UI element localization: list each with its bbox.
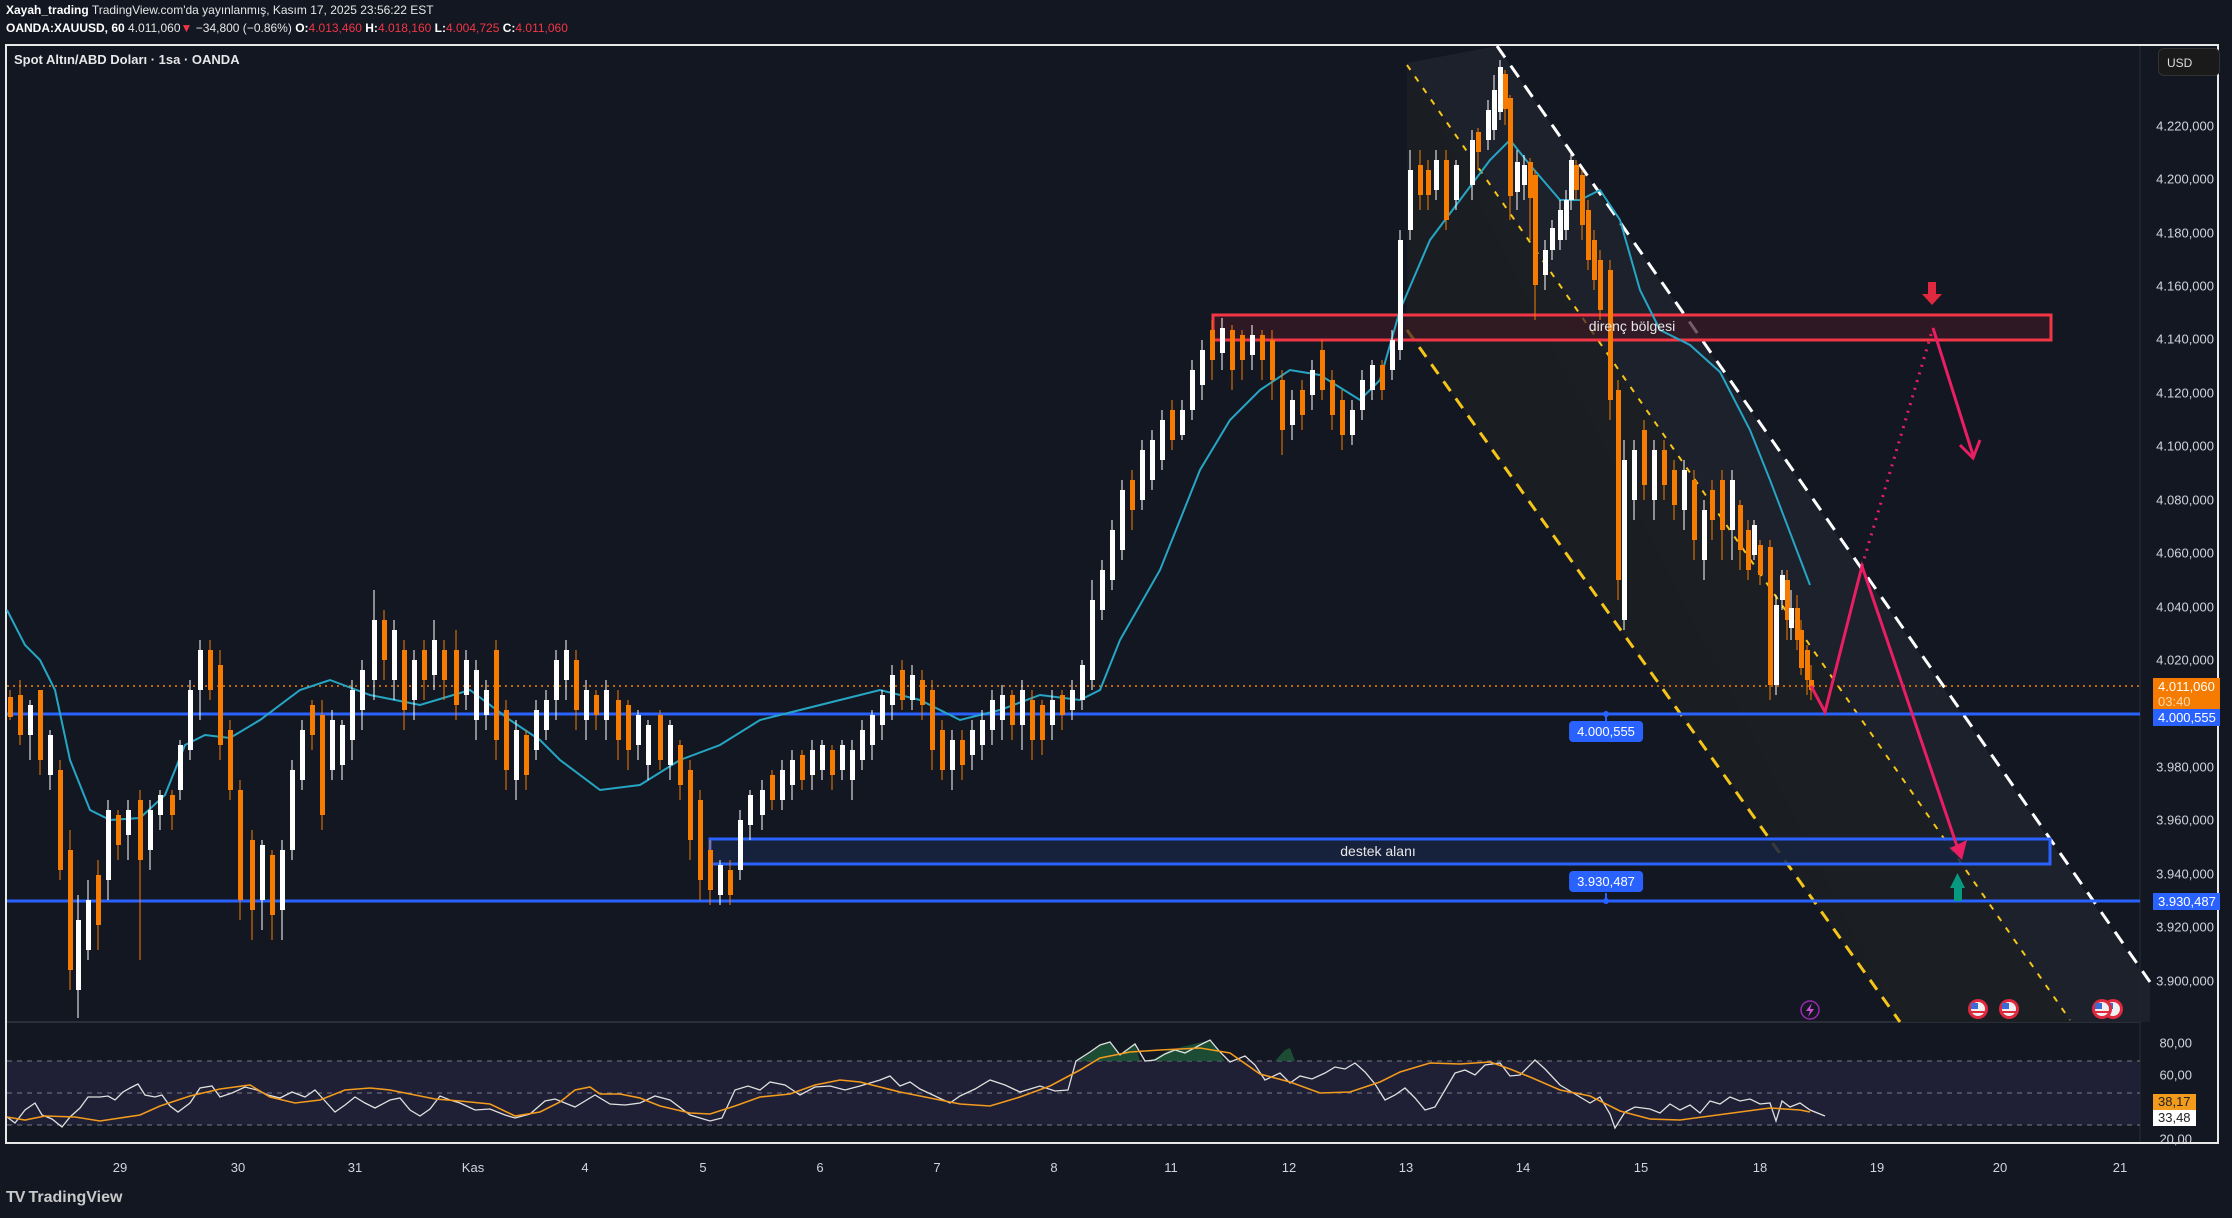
price-tick: 3.900,000 [2156, 973, 2214, 989]
tradingview-logo[interactable]: TV TradingView [6, 1189, 122, 1207]
level-pill-4000[interactable]: 4.000,555 [1569, 721, 1643, 742]
rsi-tick: 80,00 [2159, 1035, 2192, 1051]
open-value: 4.013,460 [308, 21, 362, 35]
time-tick: 5 [699, 1160, 707, 1175]
rsi-tag: 33,48 [2153, 1110, 2196, 1126]
price-tick: 4.080,000 [2156, 492, 2214, 508]
time-tick: 31 [347, 1160, 363, 1175]
resistance-zone [1211, 313, 2053, 342]
time-tick: 18 [1752, 1160, 1768, 1175]
time-tick: 29 [112, 1160, 128, 1175]
rsi-ma-line [6, 1047, 1811, 1122]
price-tick: 4.100,000 [2156, 438, 2214, 454]
rsi-overbought-fill [1150, 1040, 1225, 1061]
us-flag-event-icon [1999, 999, 2019, 1019]
projection-alt-path [1931, 327, 1975, 456]
price-change: −34,800 (−0.86%) [195, 21, 292, 35]
us-flag-event-icon [2092, 999, 2112, 1019]
rsi-overbought-fill [1275, 1048, 1295, 1061]
price-tick: 4.220,000 [2156, 118, 2214, 134]
rsi-overbought-fill [1076, 1042, 1140, 1061]
buy-arrow-icon [1950, 873, 1965, 901]
level-tag-3930: 3.930,487 [2153, 893, 2220, 910]
bar-countdown: 03:40 [2158, 694, 2191, 709]
time-tick: 21 [2112, 1160, 2128, 1175]
price-tick: 4.160,000 [2156, 278, 2214, 294]
price-tick: 4.200,000 [2156, 171, 2214, 187]
time-tick: 12 [1281, 1160, 1297, 1175]
projection-path [1809, 560, 1962, 856]
projection-arrowhead-down [1950, 840, 1967, 860]
time-tick: 11 [1164, 1160, 1178, 1175]
us-flag-event-icon [1968, 999, 1988, 1019]
time-tick: 15 [1633, 1160, 1649, 1175]
chart-frame [5, 44, 2219, 1144]
close-value: 4.011,060 [515, 21, 568, 35]
support-zone-label: destek alanı [1340, 843, 1416, 859]
channel-outer-fill [1407, 46, 2150, 1022]
time-tick: 8 [1050, 1160, 1058, 1175]
last-price: 4.011,060 [128, 21, 181, 35]
projection-alt-arrowhead [1958, 439, 1982, 461]
price-tick: 4.060,000 [2156, 545, 2214, 561]
resistance-zone-label: direnç bölgesi [1588, 318, 1676, 334]
time-tick: 30 [230, 1160, 246, 1175]
last-price-value: 4.011,060 [2158, 679, 2215, 694]
time-tick: Kas [461, 1160, 485, 1175]
price-tick: 3.920,000 [2156, 919, 2214, 935]
lightning-event-icon [1800, 1000, 1820, 1020]
level-tag-4000: 4.000,555 [2153, 709, 2220, 726]
time-tick: 13 [1398, 1160, 1414, 1175]
price-tick: 4.120,000 [2156, 385, 2214, 401]
sell-arrow-icon [1922, 282, 1942, 305]
high-value: 4.018,160 [377, 21, 432, 35]
price-tick: 4.040,000 [2156, 599, 2214, 615]
candlesticks [8, 60, 1814, 1018]
time-tick: 14 [1515, 1160, 1531, 1175]
publish-date: TradingView.com'da yayınlanmış, Kasım 17… [91, 3, 434, 17]
rsi-line [6, 1039, 1826, 1130]
rsi-ma-tag: 38,17 [2153, 1094, 2196, 1110]
low-value: 4.004,725 [446, 21, 500, 35]
price-tick: 4.180,000 [2156, 225, 2214, 241]
last-price-tag: 4.011,060 03:40 [2153, 678, 2220, 710]
rsi-tick: 20,00 [2159, 1131, 2192, 1147]
rsi-tick: 60,00 [2159, 1067, 2192, 1083]
channel-lower-line [1405, 329, 1902, 1023]
time-tick: 6 [816, 1160, 824, 1175]
publish-info: Xayah_trading TradingView.com'da yayınla… [6, 3, 434, 17]
time-tick: 20 [1992, 1160, 2008, 1175]
price-tick: 3.940,000 [2156, 866, 2214, 882]
currency-button[interactable]: USD [2158, 48, 2220, 76]
low-label: L: [434, 21, 446, 35]
level-pill-3930[interactable]: 3.930,487 [1569, 871, 1643, 892]
price-tick: 4.020,000 [2156, 652, 2214, 668]
time-tick: 19 [1869, 1160, 1885, 1175]
price-tick: 3.960,000 [2156, 812, 2214, 828]
author-name[interactable]: Xayah_trading [6, 3, 89, 17]
down-arrow-icon: ▼ [180, 21, 193, 35]
tradingview-logo-text: TradingView [28, 1189, 123, 1206]
high-label: H: [365, 21, 378, 35]
pane-title: Spot Altın/ABD Doları · 1sa · OANDA [14, 52, 240, 67]
price-tick: 3.980,000 [2156, 759, 2214, 775]
projection-alt-dotted [1860, 327, 1935, 567]
price-tick: 4.140,000 [2156, 331, 2214, 347]
tradingview-logo-icon: TV [6, 1189, 25, 1206]
open-label: O: [295, 21, 309, 35]
time-tick: 7 [933, 1160, 941, 1175]
symbol-name: OANDA:XAUUSD, 60 [6, 21, 125, 35]
time-tick: 4 [581, 1160, 589, 1175]
close-label: C: [502, 21, 516, 35]
symbol-info: OANDA:XAUUSD, 60 4.011,060▼ −34,800 (−0.… [6, 21, 568, 35]
support-zone [708, 837, 2052, 866]
